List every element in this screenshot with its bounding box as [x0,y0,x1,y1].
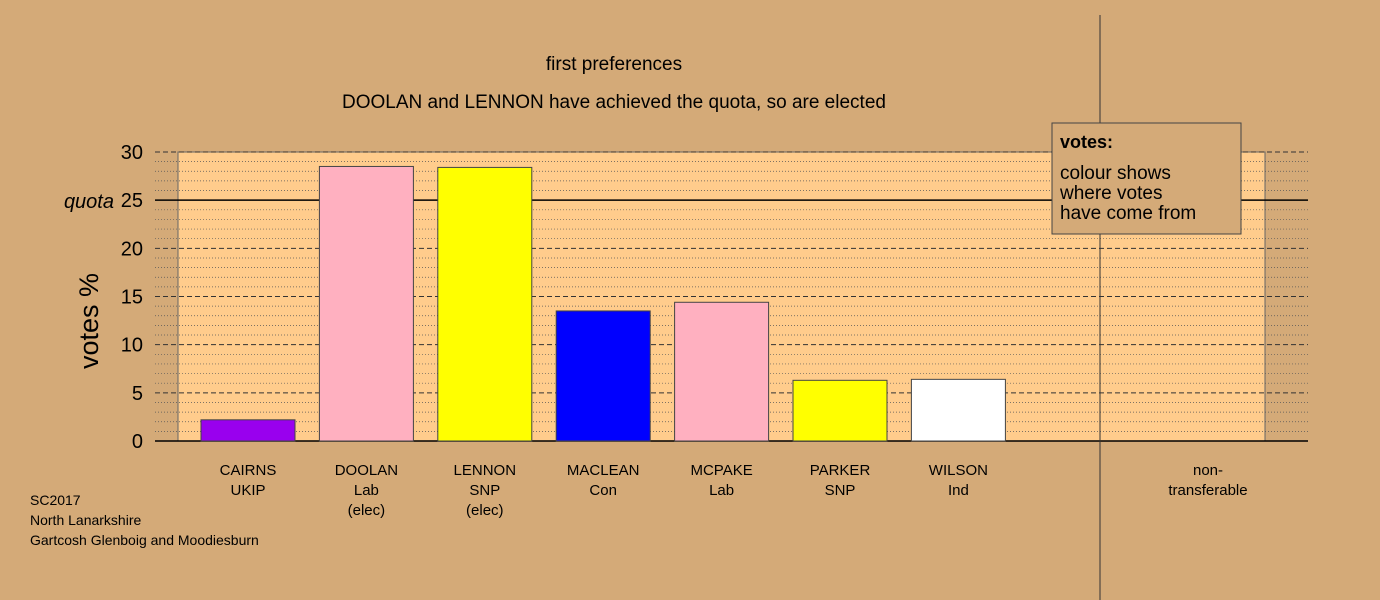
x-tick-label: Con [589,482,617,499]
x-tick-label-non-transferable: transferable [1168,482,1247,499]
x-tick-label: SNP [469,482,500,499]
bar [674,301,770,442]
y-tick-label: 30 [121,142,143,164]
bar [437,166,533,442]
footer-election: SC2017 [30,492,81,508]
x-tick-label: (elec) [348,502,386,519]
x-tick-label: DOOLAN [335,462,398,479]
y-tick-label: 10 [121,335,143,357]
bar [318,165,414,442]
x-tick-label: MCPAKE [690,462,752,479]
legend: votes: colour shows where votes have com… [1051,122,1242,235]
quota-label: quota [64,191,114,213]
x-tick-label: WILSON [929,462,988,479]
x-tick-label: UKIP [230,482,265,499]
y-tick-label: 20 [121,238,143,260]
y-axis-label: votes % [74,273,104,369]
x-tick-label: MACLEAN [567,462,640,479]
bar [555,310,651,442]
legend-title: votes: [1060,132,1113,152]
x-tick-label: Lab [354,482,379,499]
footer: SC2017 North Lanarkshire Gartcosh Glenbo… [30,490,259,550]
x-tick-label: LENNON [454,462,517,479]
x-tick-label: SNP [825,482,856,499]
x-tick-label: PARKER [810,462,871,479]
legend-box [1051,122,1242,235]
chart-title: first preferences [546,54,682,75]
y-tick-label: 25 [121,190,143,212]
legend-line-1: colour shows [1060,163,1171,184]
legend-line-2: where votes [1059,183,1162,204]
x-tick-label: Lab [709,482,734,499]
chart-subtitle: DOOLAN and LENNON have achieved the quot… [342,92,886,113]
bar [910,378,1006,442]
x-tick-label-non-transferable: non- [1193,462,1223,479]
footer-council: North Lanarkshire [30,512,142,528]
y-tick-label: 5 [132,383,143,405]
footer-ward: Gartcosh Glenboig and Moodiesburn [30,532,259,548]
bar [792,379,888,442]
x-tick-label: (elec) [466,502,504,519]
x-tick-label: CAIRNS [220,462,277,479]
y-tick-label: 0 [132,431,143,453]
bar [200,419,296,442]
y-tick-label: 15 [121,287,143,309]
legend-line-3: have come from [1060,203,1196,224]
x-tick-label: Ind [948,482,969,499]
